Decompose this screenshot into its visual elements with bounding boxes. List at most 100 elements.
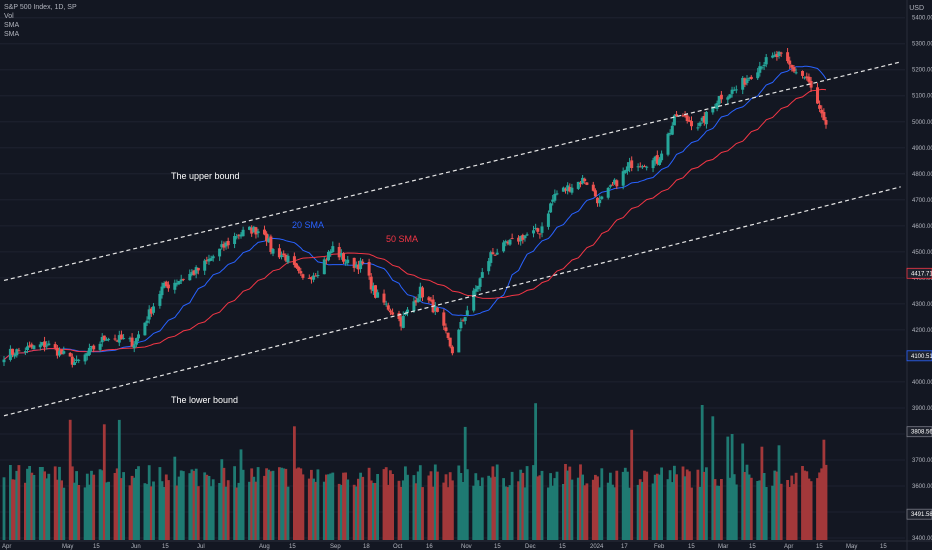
candle-body	[386, 305, 390, 310]
candle-body	[749, 76, 753, 79]
volume-bar	[158, 467, 162, 540]
candle-body	[760, 67, 764, 69]
candle-body	[173, 282, 177, 290]
volume-bar	[352, 484, 356, 540]
candle-body	[87, 347, 91, 355]
volume-bar	[743, 472, 747, 540]
candle-body	[474, 288, 478, 292]
candle-body	[374, 285, 377, 298]
volume-bar	[436, 471, 439, 540]
candle-body	[683, 114, 687, 117]
volume-bar	[764, 487, 768, 540]
volume-bar	[611, 484, 614, 540]
volume-bar	[549, 473, 552, 540]
candle-body	[265, 233, 269, 242]
candle-body	[803, 77, 807, 79]
candle-body	[382, 293, 386, 303]
candle-body	[322, 259, 326, 275]
volume-bar	[316, 469, 320, 540]
candle-body	[102, 335, 106, 340]
volume-bar	[715, 485, 719, 540]
candle-body	[371, 285, 375, 292]
volume-bar	[581, 474, 584, 540]
volume-bar	[480, 477, 484, 540]
candle-body	[421, 287, 424, 298]
volume-bar	[359, 472, 362, 540]
candle-body	[207, 259, 211, 262]
volume-bar	[250, 468, 254, 540]
time-tick-label: 17	[621, 544, 628, 550]
volume-bar	[241, 469, 245, 540]
candle-body	[237, 234, 241, 236]
candle-body	[83, 354, 87, 362]
volume-bar	[643, 470, 646, 540]
candle-body	[307, 277, 311, 279]
candle-body	[591, 184, 595, 191]
candle-body	[427, 297, 431, 301]
candle-body	[384, 303, 388, 305]
candle-body	[672, 115, 676, 126]
volume-bar	[256, 467, 260, 540]
candle-body	[85, 353, 89, 356]
candle-body	[579, 182, 582, 185]
candle-body	[280, 255, 284, 257]
time-tick-label: 15	[93, 544, 100, 550]
volume-bar	[478, 486, 482, 540]
volume-bar	[641, 481, 644, 540]
price-marker-label: 3808.56	[911, 430, 932, 436]
candle-body	[726, 97, 730, 100]
candle-body	[570, 187, 574, 193]
candle-body	[346, 259, 350, 263]
candle-body	[73, 362, 76, 365]
candle-body	[113, 338, 117, 340]
volume-bar	[720, 479, 723, 540]
volume-bar	[339, 484, 343, 540]
volume-bar	[523, 487, 527, 540]
candle-body	[728, 94, 732, 98]
candle-body	[536, 228, 540, 232]
candle-body	[809, 81, 813, 88]
candle-body	[792, 67, 796, 72]
candle-body	[11, 348, 14, 355]
candle-body	[166, 284, 170, 289]
candle-body	[181, 278, 185, 280]
volume-bar	[384, 467, 388, 540]
candle-body	[359, 260, 363, 269]
candle-body	[816, 87, 819, 104]
candle-body	[188, 274, 192, 281]
candle-body	[670, 125, 674, 135]
volume-bar	[98, 469, 102, 540]
volume-bar	[130, 475, 134, 540]
volume-bar	[538, 475, 542, 540]
volume-bar	[397, 480, 401, 540]
candle-body	[685, 115, 689, 121]
candle-body	[538, 233, 542, 235]
volume-bar	[525, 466, 529, 540]
volume-bar	[211, 479, 215, 540]
volume-bar	[149, 486, 153, 540]
candle-body	[643, 166, 646, 168]
candle-body	[658, 159, 661, 165]
volume-bar	[314, 481, 318, 540]
volume-bar	[2, 477, 6, 540]
volume-bar	[128, 485, 132, 540]
volume-bar	[329, 473, 333, 540]
volume-bar	[756, 481, 760, 540]
volume-bar	[621, 471, 625, 540]
time-tick-label: 18	[363, 544, 370, 550]
volume-bar	[803, 470, 806, 540]
candle-body	[553, 194, 557, 201]
time-tick-label: Dec	[525, 544, 536, 550]
candle-body	[581, 177, 585, 184]
volume-bar	[331, 472, 335, 540]
candle-body	[613, 179, 617, 184]
volume-bar	[683, 476, 687, 540]
candle-body	[254, 227, 258, 235]
volume-bar	[374, 483, 377, 540]
volume-bar	[382, 469, 386, 540]
candle-body	[267, 238, 271, 243]
volume-bar	[271, 470, 275, 540]
volume-bar	[205, 474, 209, 540]
volume-bar	[747, 474, 751, 540]
volume-bar	[433, 464, 437, 540]
